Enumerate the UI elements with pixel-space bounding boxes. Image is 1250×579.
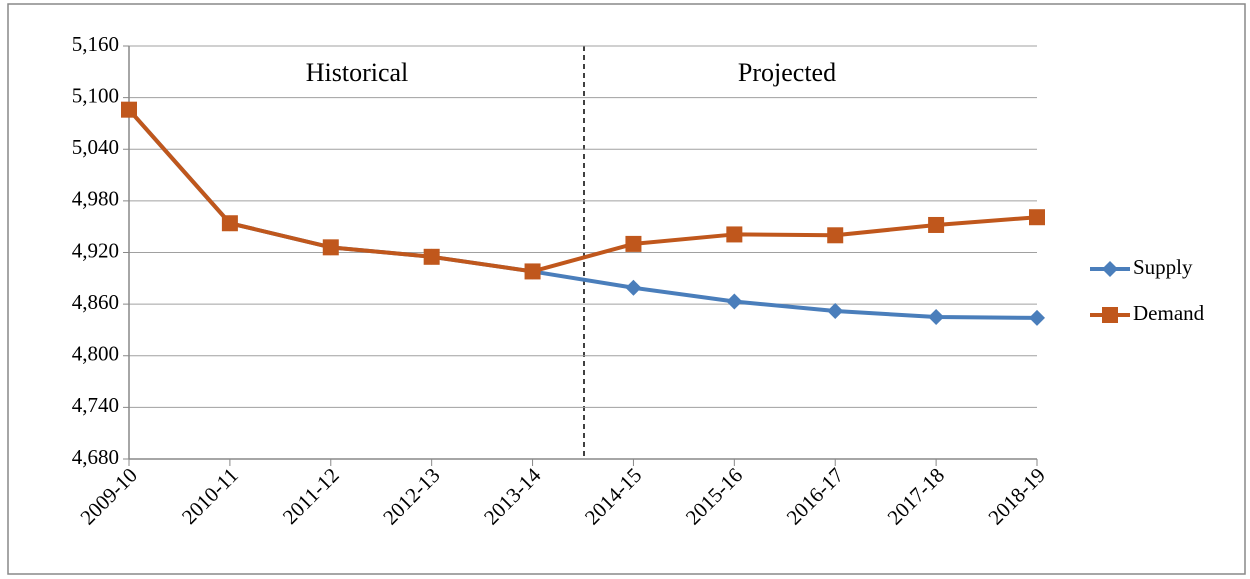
annotation: Projected [738,58,836,87]
data-point [121,101,137,118]
data-point [726,293,743,310]
data-point [1029,209,1045,226]
data-point [322,239,339,256]
legend-marker [1102,307,1118,323]
y-tick-label: 4,980 [72,187,119,211]
data-point [726,226,743,243]
y-tick-label: 4,860 [72,290,119,314]
data-point [1029,309,1045,326]
series-line [127,108,1038,274]
data-point [827,303,844,320]
y-tick-label: 4,800 [72,342,119,366]
data-point [221,215,238,232]
chart-border [7,3,1246,575]
y-tick-label: 5,040 [72,135,119,159]
data-point [625,235,642,252]
legend-marker [1102,261,1118,277]
legend-label: Supply [1133,255,1193,279]
data-point [625,279,642,296]
y-tick-label: 5,160 [72,32,119,56]
y-tick-label: 4,920 [72,238,119,262]
legend-label: Demand [1133,301,1205,325]
data-point [423,248,440,265]
data-point [827,227,844,244]
y-tick-label: 4,680 [72,445,119,469]
data-point [928,309,945,326]
data-point [928,216,945,233]
annotation: Historical [306,58,409,87]
y-tick-label: 4,740 [72,393,119,417]
y-tick-label: 5,100 [72,83,119,107]
data-point [524,263,541,280]
